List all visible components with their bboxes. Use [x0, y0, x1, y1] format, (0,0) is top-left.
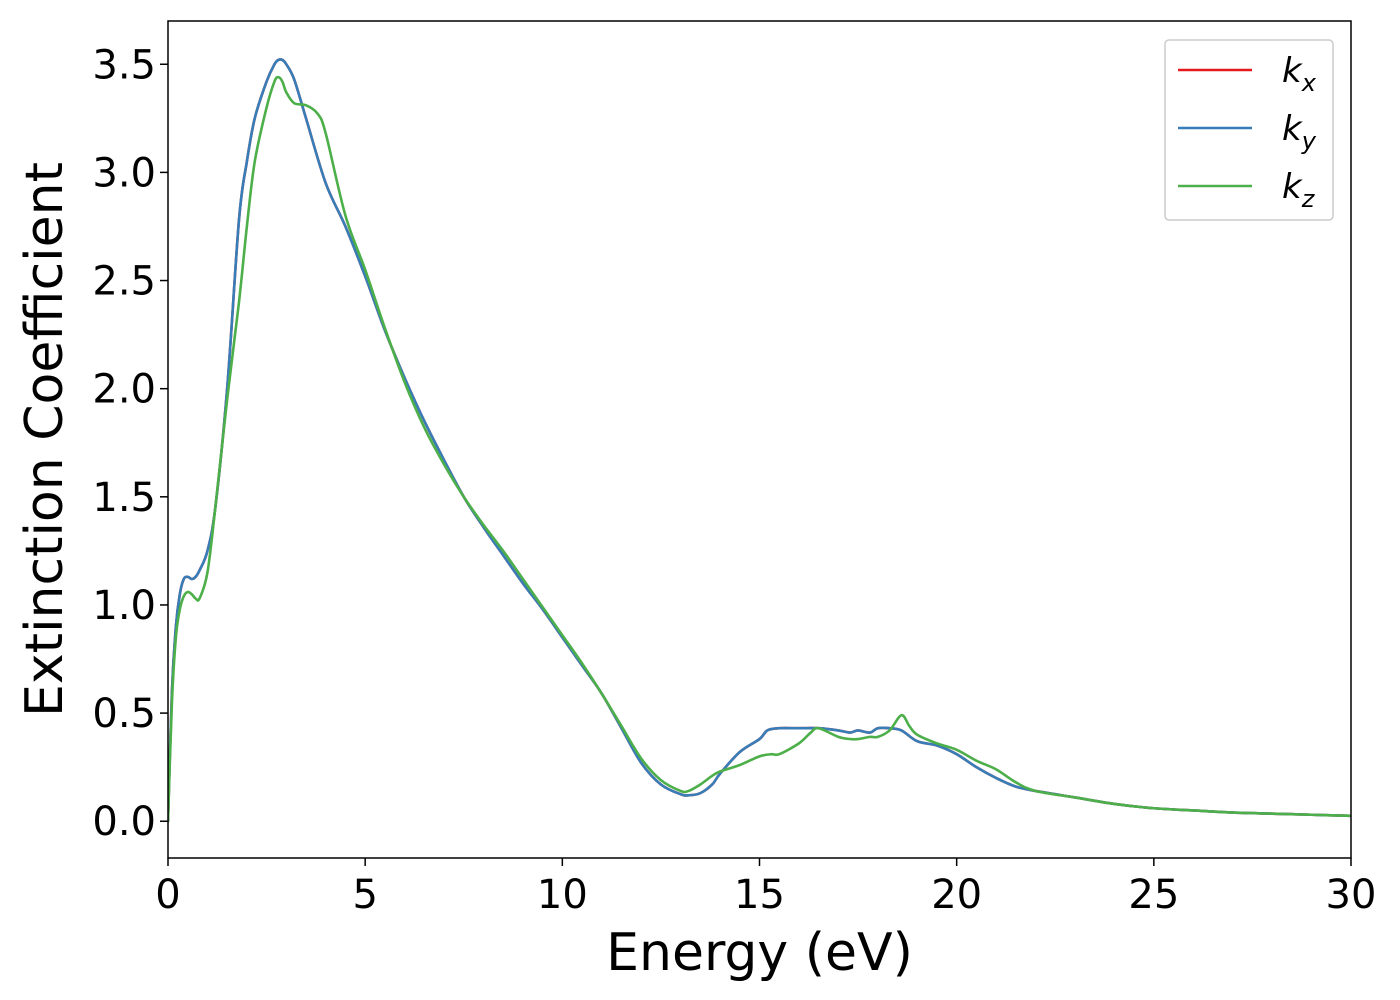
x-tick-label: 15 — [734, 872, 785, 918]
axis-ticks: 0 5 10 15 20 25 30 0.0 0.5 1.0 1.5 2.0 2.5 3.0 3.5 — [92, 42, 1376, 918]
plot-frame — [167, 20, 1352, 859]
legend-box — [1164, 39, 1334, 221]
y-tick-label: 1.0 — [92, 583, 156, 629]
legend-label: kx — [1282, 51, 1317, 97]
legend-label-base: k — [1282, 51, 1303, 91]
y-tick-label: 2.5 — [92, 259, 156, 305]
legend-label-base: k — [1282, 167, 1303, 207]
y-axis-label: Extinction Coefficient — [15, 162, 75, 717]
series-line-k-z — [168, 75, 1351, 823]
y-tick-label: 3.5 — [92, 42, 156, 88]
y-tick-label: 0.0 — [92, 799, 156, 845]
x-tick-label: 0 — [155, 872, 180, 918]
x-tick-label: 30 — [1326, 872, 1377, 918]
y-tick-label: 0.5 — [92, 691, 156, 737]
x-tick-label: 5 — [352, 872, 377, 918]
legend-label: kz — [1282, 167, 1316, 213]
y-tick-label: 3.0 — [92, 150, 156, 196]
legend-label-base: k — [1282, 109, 1303, 149]
legend-label: ky — [1282, 109, 1317, 155]
x-tick-label: 25 — [1128, 872, 1179, 918]
y-tick-label: 1.5 — [92, 475, 156, 521]
x-tick-label: 20 — [931, 872, 982, 918]
legend-label-subscript: x — [1301, 69, 1317, 97]
series-lines — [168, 58, 1351, 823]
y-tick-label: 2.0 — [92, 367, 156, 413]
x-axis-label: Energy (eV) — [606, 923, 913, 983]
legend-label-subscript: z — [1301, 185, 1316, 213]
x-tick-label: 10 — [537, 872, 588, 918]
legend-label-subscript: y — [1301, 127, 1317, 155]
